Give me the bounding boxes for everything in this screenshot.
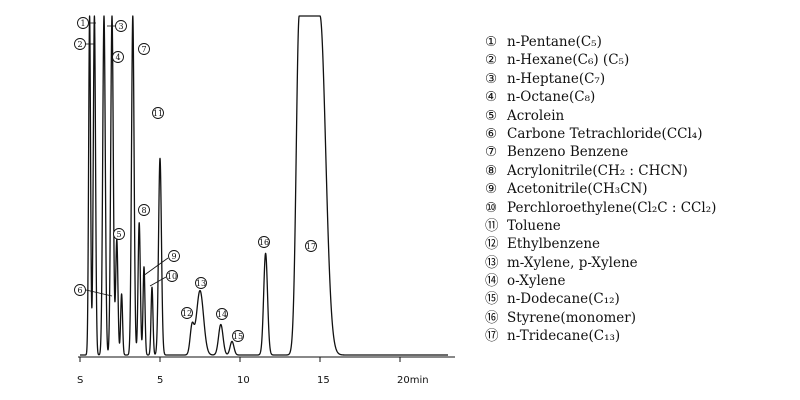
peak-label-number: 2 (77, 40, 82, 49)
peak-label-number: 13 (196, 279, 206, 288)
legend-item-number: ③ (485, 70, 498, 87)
legend-item: ⑫ Ethylbenzene (485, 235, 797, 253)
legend-item-name: Benzeno Benzene (507, 144, 629, 161)
legend-item-number: ⑬ (485, 254, 499, 271)
legend-item-name: n-Heptane(C₇) (507, 70, 606, 87)
peak-label-number: 14 (217, 310, 227, 319)
chromatogram-trace (79, 15, 449, 356)
peak-label-number: 9 (171, 252, 176, 261)
peak-label-number: 6 (77, 286, 82, 295)
legend-item-number: ⑯ (485, 309, 499, 326)
peak-label-circle (216, 308, 228, 320)
legend-item: ⑥ Carbone Tetrachloride(CCl₄) (485, 125, 797, 143)
legend-item: ④ n-Octane(C₈) (485, 88, 797, 106)
legend-item-number: ⑥ (485, 125, 498, 142)
legend-item-name: o-Xylene (507, 273, 566, 290)
legend-item-name: m-Xylene, p-Xylene (507, 254, 638, 271)
peak-label-circle (258, 236, 270, 248)
legend-item-name: n-Tridecane(C₁₃) (507, 328, 621, 345)
x-tick-label: 10 (237, 375, 250, 386)
legend-item-number: ⑦ (485, 144, 498, 161)
legend-item: ⑭ o-Xylene (485, 272, 797, 290)
peak-leader-line (85, 289, 113, 297)
x-tick-label: 5 (157, 375, 163, 386)
legend-item: ② n-Hexane(C₆) (C₅) (485, 51, 797, 69)
legend-item-number: ⑭ (485, 273, 499, 290)
peak-label-circle (74, 38, 86, 50)
legend-item: ⑪ Toluene (485, 217, 797, 235)
peak-label-circle (77, 17, 89, 29)
legend-item-name: Acetonitrile(CH₃CN) (507, 181, 648, 198)
legend-item-name: n-Hexane(C₆) (C₅) (507, 52, 630, 69)
peak-label-number: 12 (182, 309, 192, 318)
legend-item: ③ n-Heptane(C₇) (485, 70, 797, 88)
legend-item: ⑰ n-Tridecane(C₁₃) (485, 327, 797, 345)
legend-item-number: ⑰ (485, 328, 499, 345)
x-axis-ticks: S 5 10 15 20min (77, 357, 429, 386)
legend-item-name: Toluene (507, 217, 561, 234)
legend-item-name: Acrolein (507, 107, 565, 124)
peak-label-number: 15 (233, 332, 243, 341)
x-tick-label: 15 (317, 375, 330, 386)
legend-item-name: Carbone Tetrachloride(CCl₄) (507, 125, 703, 142)
legend-item: ⑩ Perchloroethylene(Cl₂C : CCl₂) (485, 199, 797, 217)
legend-item-number: ⑧ (485, 162, 498, 179)
legend-item: ⑧ Acrylonitrile(CH₂ : CHCN) (485, 162, 797, 180)
peak-label-circle (112, 51, 124, 63)
peak-label-number: 7 (141, 45, 146, 54)
legend-item-number: ⑨ (485, 181, 498, 198)
legend-item-name: Ethylbenzene (507, 236, 601, 253)
peak-label-number: 3 (118, 22, 123, 31)
peak-label-number: 1 (80, 19, 85, 28)
legend-item: ⑬ m-Xylene, p-Xylene (485, 254, 797, 272)
peak-label-circle (195, 277, 207, 289)
legend-item-number: ⑩ (485, 199, 498, 216)
x-tick-label: 20min (397, 375, 429, 386)
peak-leader-line (149, 276, 167, 287)
peak-label-number: 10 (167, 272, 177, 281)
peak-label-circle (305, 240, 317, 252)
legend-item: ① n-Pentane(C₅) (485, 33, 797, 51)
peak-label-circle (168, 250, 180, 262)
legend-item-number: ⑮ (485, 291, 499, 308)
peak-label-circle (113, 228, 125, 240)
legend-item-number: ⑤ (485, 107, 498, 124)
legend-item-name: n-Octane(C₈) (507, 89, 596, 106)
peak-label-circle (152, 107, 164, 119)
peak-label-number: 11 (153, 109, 163, 118)
legend-item: ⑨ Acetonitrile(CH₃CN) (485, 180, 797, 198)
legend-item-name: n-Dodecane(C₁₂) (507, 291, 620, 308)
peak-label-circle (74, 284, 86, 296)
legend-item-number: ② (485, 52, 498, 69)
peak-label-number: 16 (259, 238, 269, 247)
legend-item: ⑤ Acrolein (485, 107, 797, 125)
peak-label-circle (232, 330, 244, 342)
legend-item-name: Acrylonitrile(CH₂ : CHCN) (507, 162, 688, 179)
legend-item: ⑦ Benzeno Benzene (485, 143, 797, 161)
peak-label-number: 8 (141, 206, 146, 215)
legend-item-number: ④ (485, 89, 498, 106)
peak-label-number: 5 (116, 230, 121, 239)
legend-item: ⑯ Styrene(monomer) (485, 309, 797, 327)
peak-label-number: 17 (306, 242, 316, 251)
legend-item-name: n-Pentane(C₅) (507, 34, 602, 50)
legend-item-number: ⑫ (485, 236, 499, 253)
peak-label-circle (138, 204, 150, 216)
legend-item-number: ① (485, 34, 498, 50)
legend-item-number: ⑪ (485, 217, 499, 234)
peak-label-circle (115, 20, 127, 32)
peak-label-circle (138, 43, 150, 55)
legend-item-name: Perchloroethylene(Cl₂C : CCl₂) (507, 199, 717, 216)
x-tick-label: S (77, 375, 83, 386)
peak-legend: ① n-Pentane(C₅) ② n-Hexane(C₆) (C₅) ③ n-Hepta… (485, 33, 797, 346)
legend-item: ⑮ n-Dodecane(C₁₂) (485, 290, 797, 308)
peak-label-circle (166, 270, 178, 282)
peak-label-circle (181, 307, 193, 319)
peak-label-number: 4 (115, 53, 120, 62)
legend-item-name: Styrene(monomer) (507, 309, 636, 326)
peak-leader-line (142, 257, 169, 277)
